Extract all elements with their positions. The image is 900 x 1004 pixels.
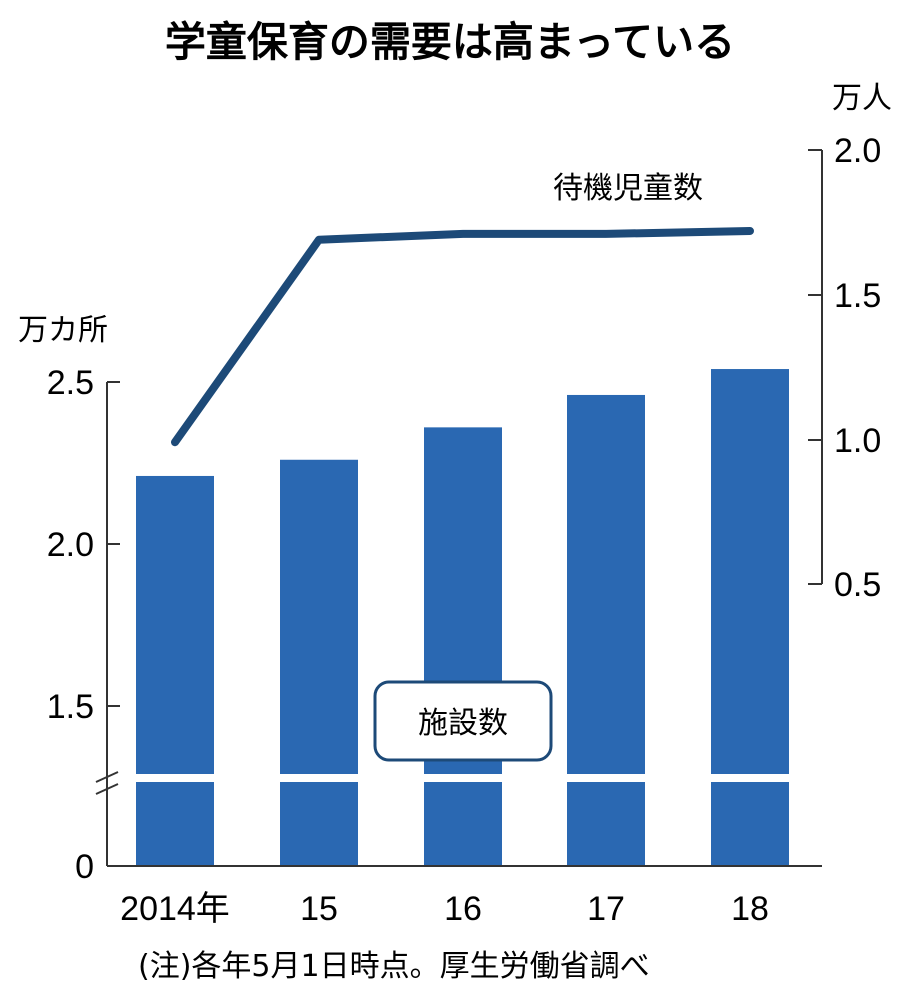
bar-3 xyxy=(567,394,645,866)
left-tick-label-1-5: 1.5 xyxy=(47,688,94,726)
line-series-label: 待機児童数 xyxy=(553,171,703,206)
right-tick-label-1-0: 1.0 xyxy=(834,422,881,460)
line-series-waiting-children xyxy=(171,227,754,447)
bar-1 xyxy=(280,459,358,866)
x-tick-label-15: 15 xyxy=(300,890,338,928)
x-tick-label-17: 17 xyxy=(587,890,625,928)
bar-series-label: 施設数 xyxy=(418,706,508,741)
bar-2 xyxy=(424,427,502,866)
left-tick-label-2-5: 2.5 xyxy=(47,364,94,402)
right-tick-label-2-0: 2.0 xyxy=(834,132,881,170)
x-tick-label-16: 16 xyxy=(444,890,482,928)
left-axis-unit: 万カ所 xyxy=(18,313,108,348)
left-tick-label-0: 0 xyxy=(75,848,94,886)
bar-4 xyxy=(711,369,789,866)
source-note: (注)各年5月1日時点。厚生労働省調べ xyxy=(138,949,650,984)
bar-0 xyxy=(136,475,214,866)
right-tick-label-0-5: 0.5 xyxy=(834,566,881,604)
axis-break-mark xyxy=(95,771,119,795)
x-tick-label-18: 18 xyxy=(731,890,769,928)
x-tick-label-2014: 2014年 xyxy=(120,890,230,928)
left-tick-label-2-0: 2.0 xyxy=(47,526,94,564)
bars xyxy=(100,369,800,866)
axis-break-gap xyxy=(100,774,800,782)
right-tick-label-1-5: 1.5 xyxy=(834,277,881,315)
right-axis-unit: 万人 xyxy=(832,81,892,116)
chart-title: 学童保育の需要は高まっている xyxy=(165,18,735,66)
bar-series-label-box xyxy=(373,680,553,762)
